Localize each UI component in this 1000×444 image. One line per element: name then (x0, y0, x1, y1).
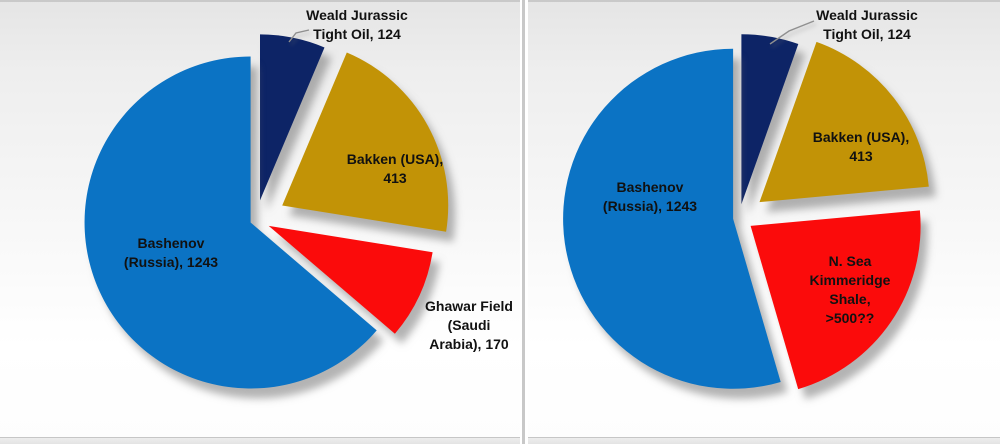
leader-line-weald-left (288, 29, 310, 43)
bottom-border-band (0, 437, 1000, 444)
slice-label-bashenov-left: Bashenov (Russia), 1243 (123, 235, 219, 270)
slice-label-bashenov-right: Bashenov (Russia), 1243 (602, 179, 698, 214)
slice-label-nsea-right: N. Sea Kimmeridge Shale, >500?? (809, 253, 891, 326)
slice-label-weald-left: Weald Jurassic Tight Oil, 124 (306, 7, 408, 42)
slice-label-ghawar-left: Ghawar Field (Saudi Arabia), 170 (425, 298, 513, 352)
pie-slice-bakken-left (282, 52, 449, 232)
pie-slice-bakken-right (759, 41, 929, 203)
slice-label-bakken-right: Bakken (USA), 413 (812, 129, 910, 164)
pie-slice-bashenov-right (563, 48, 781, 389)
left-pie-chart (84, 34, 449, 389)
leader-line-weald-right (769, 20, 815, 45)
right-pie-chart (563, 34, 929, 390)
pie-slice-weald-left (260, 34, 325, 201)
top-border-line (0, 0, 1000, 2)
pie-slice-ghawar-left (268, 225, 433, 334)
pie-slice-nsea-right (750, 210, 921, 390)
slice-label-bakken-left: Bakken (USA), 413 (346, 151, 444, 186)
pie-slice-bashenov-left (84, 56, 377, 389)
panel-divider (520, 0, 528, 444)
slice-label-weald-right: Weald Jurassic Tight Oil, 124 (816, 7, 918, 42)
pie-slice-weald-right (741, 34, 799, 205)
